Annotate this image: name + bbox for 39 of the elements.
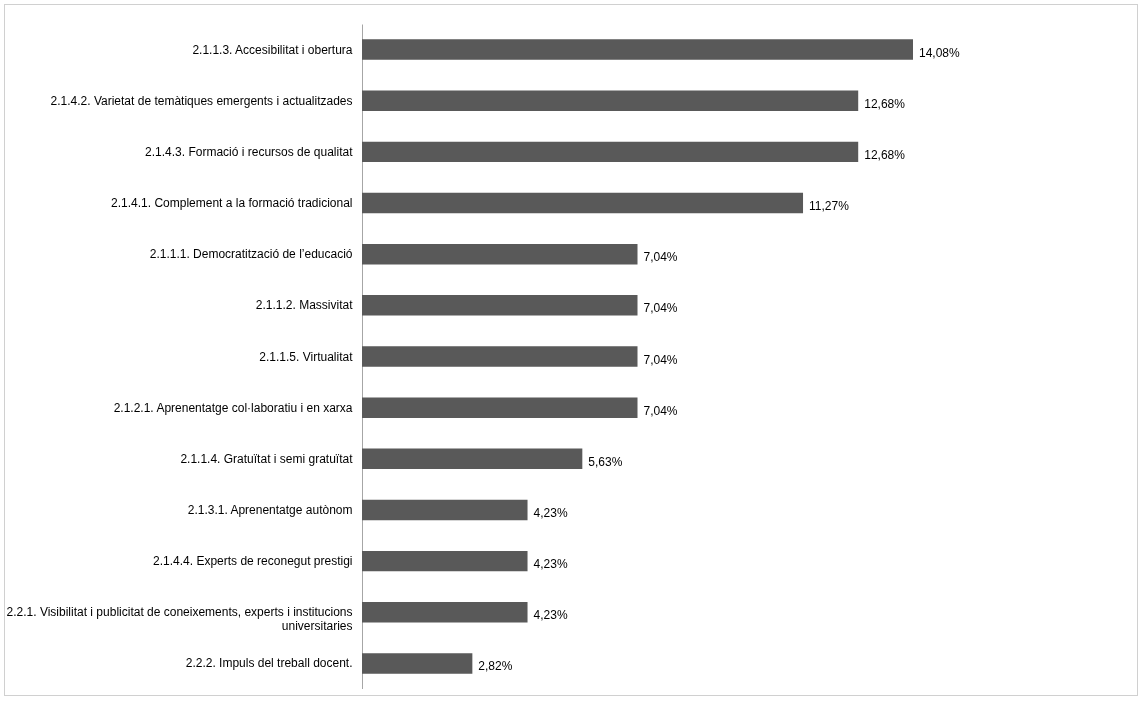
y-tick-label: 2.1.4.2. Varietat de temàtiques emergents i actualitzades xyxy=(50,93,353,108)
bar xyxy=(362,39,913,60)
bar xyxy=(362,346,638,367)
bar xyxy=(362,90,859,111)
bar xyxy=(362,499,528,521)
y-tick-label: 2.1.2.1. Aprenentatge col·laboratiu i en xarxa xyxy=(113,400,353,415)
data-label: 4,23% xyxy=(533,557,568,572)
data-label: 7,04% xyxy=(643,301,678,316)
bar xyxy=(362,243,638,265)
bar xyxy=(362,397,638,418)
y-tick-label: 2.2.1. Visibilitat i publicitat de coneixements, experts i institucions universitaries xyxy=(6,605,353,634)
data-label: 14,08% xyxy=(919,45,961,60)
data-label: 4,23% xyxy=(533,505,568,520)
bar xyxy=(362,192,804,214)
y-tick-label: 2.1.3.1. Aprenentatge autònom xyxy=(187,502,353,517)
bar xyxy=(362,141,859,163)
y-tick-label: 2.1.1.1. Democratització de l’educació xyxy=(149,247,353,262)
bar xyxy=(362,653,473,674)
data-label: 4,23% xyxy=(533,608,568,623)
data-label: 7,04% xyxy=(643,352,678,367)
data-label: 11,27% xyxy=(809,199,850,214)
y-tick-label: 2.1.1.2. Massivitat xyxy=(255,298,354,313)
y-tick-label: 2.1.1.3. Accesibilitat i obertura xyxy=(192,42,353,57)
data-label: 2,82% xyxy=(478,659,513,674)
bar xyxy=(362,602,528,623)
y-tick-label: 2.1.1.4. Gratuïtat i semi gratuïtat xyxy=(180,451,354,466)
bar xyxy=(362,550,528,572)
data-label: 7,04% xyxy=(643,250,678,265)
data-label: 5,63% xyxy=(588,454,623,469)
bar xyxy=(362,448,583,470)
y-tick-label: 2.1.1.5. Virtualitat xyxy=(259,349,354,364)
y-tick-label: 2.1.4.3. Formació i recursos de qualitat xyxy=(145,144,354,159)
y-tick-label: 2.1.4.1. Complement a la formació tradicional xyxy=(111,196,353,211)
data-label: 12,68% xyxy=(864,147,906,162)
data-label: 7,04% xyxy=(643,403,678,418)
y-tick-label: 2.2.2. Impuls del treball docent. xyxy=(185,656,353,671)
data-label: 12,68% xyxy=(864,96,906,111)
y-tick-label: 2.1.4.4. Experts de reconegut prestigi xyxy=(153,554,353,569)
bar xyxy=(362,295,638,316)
